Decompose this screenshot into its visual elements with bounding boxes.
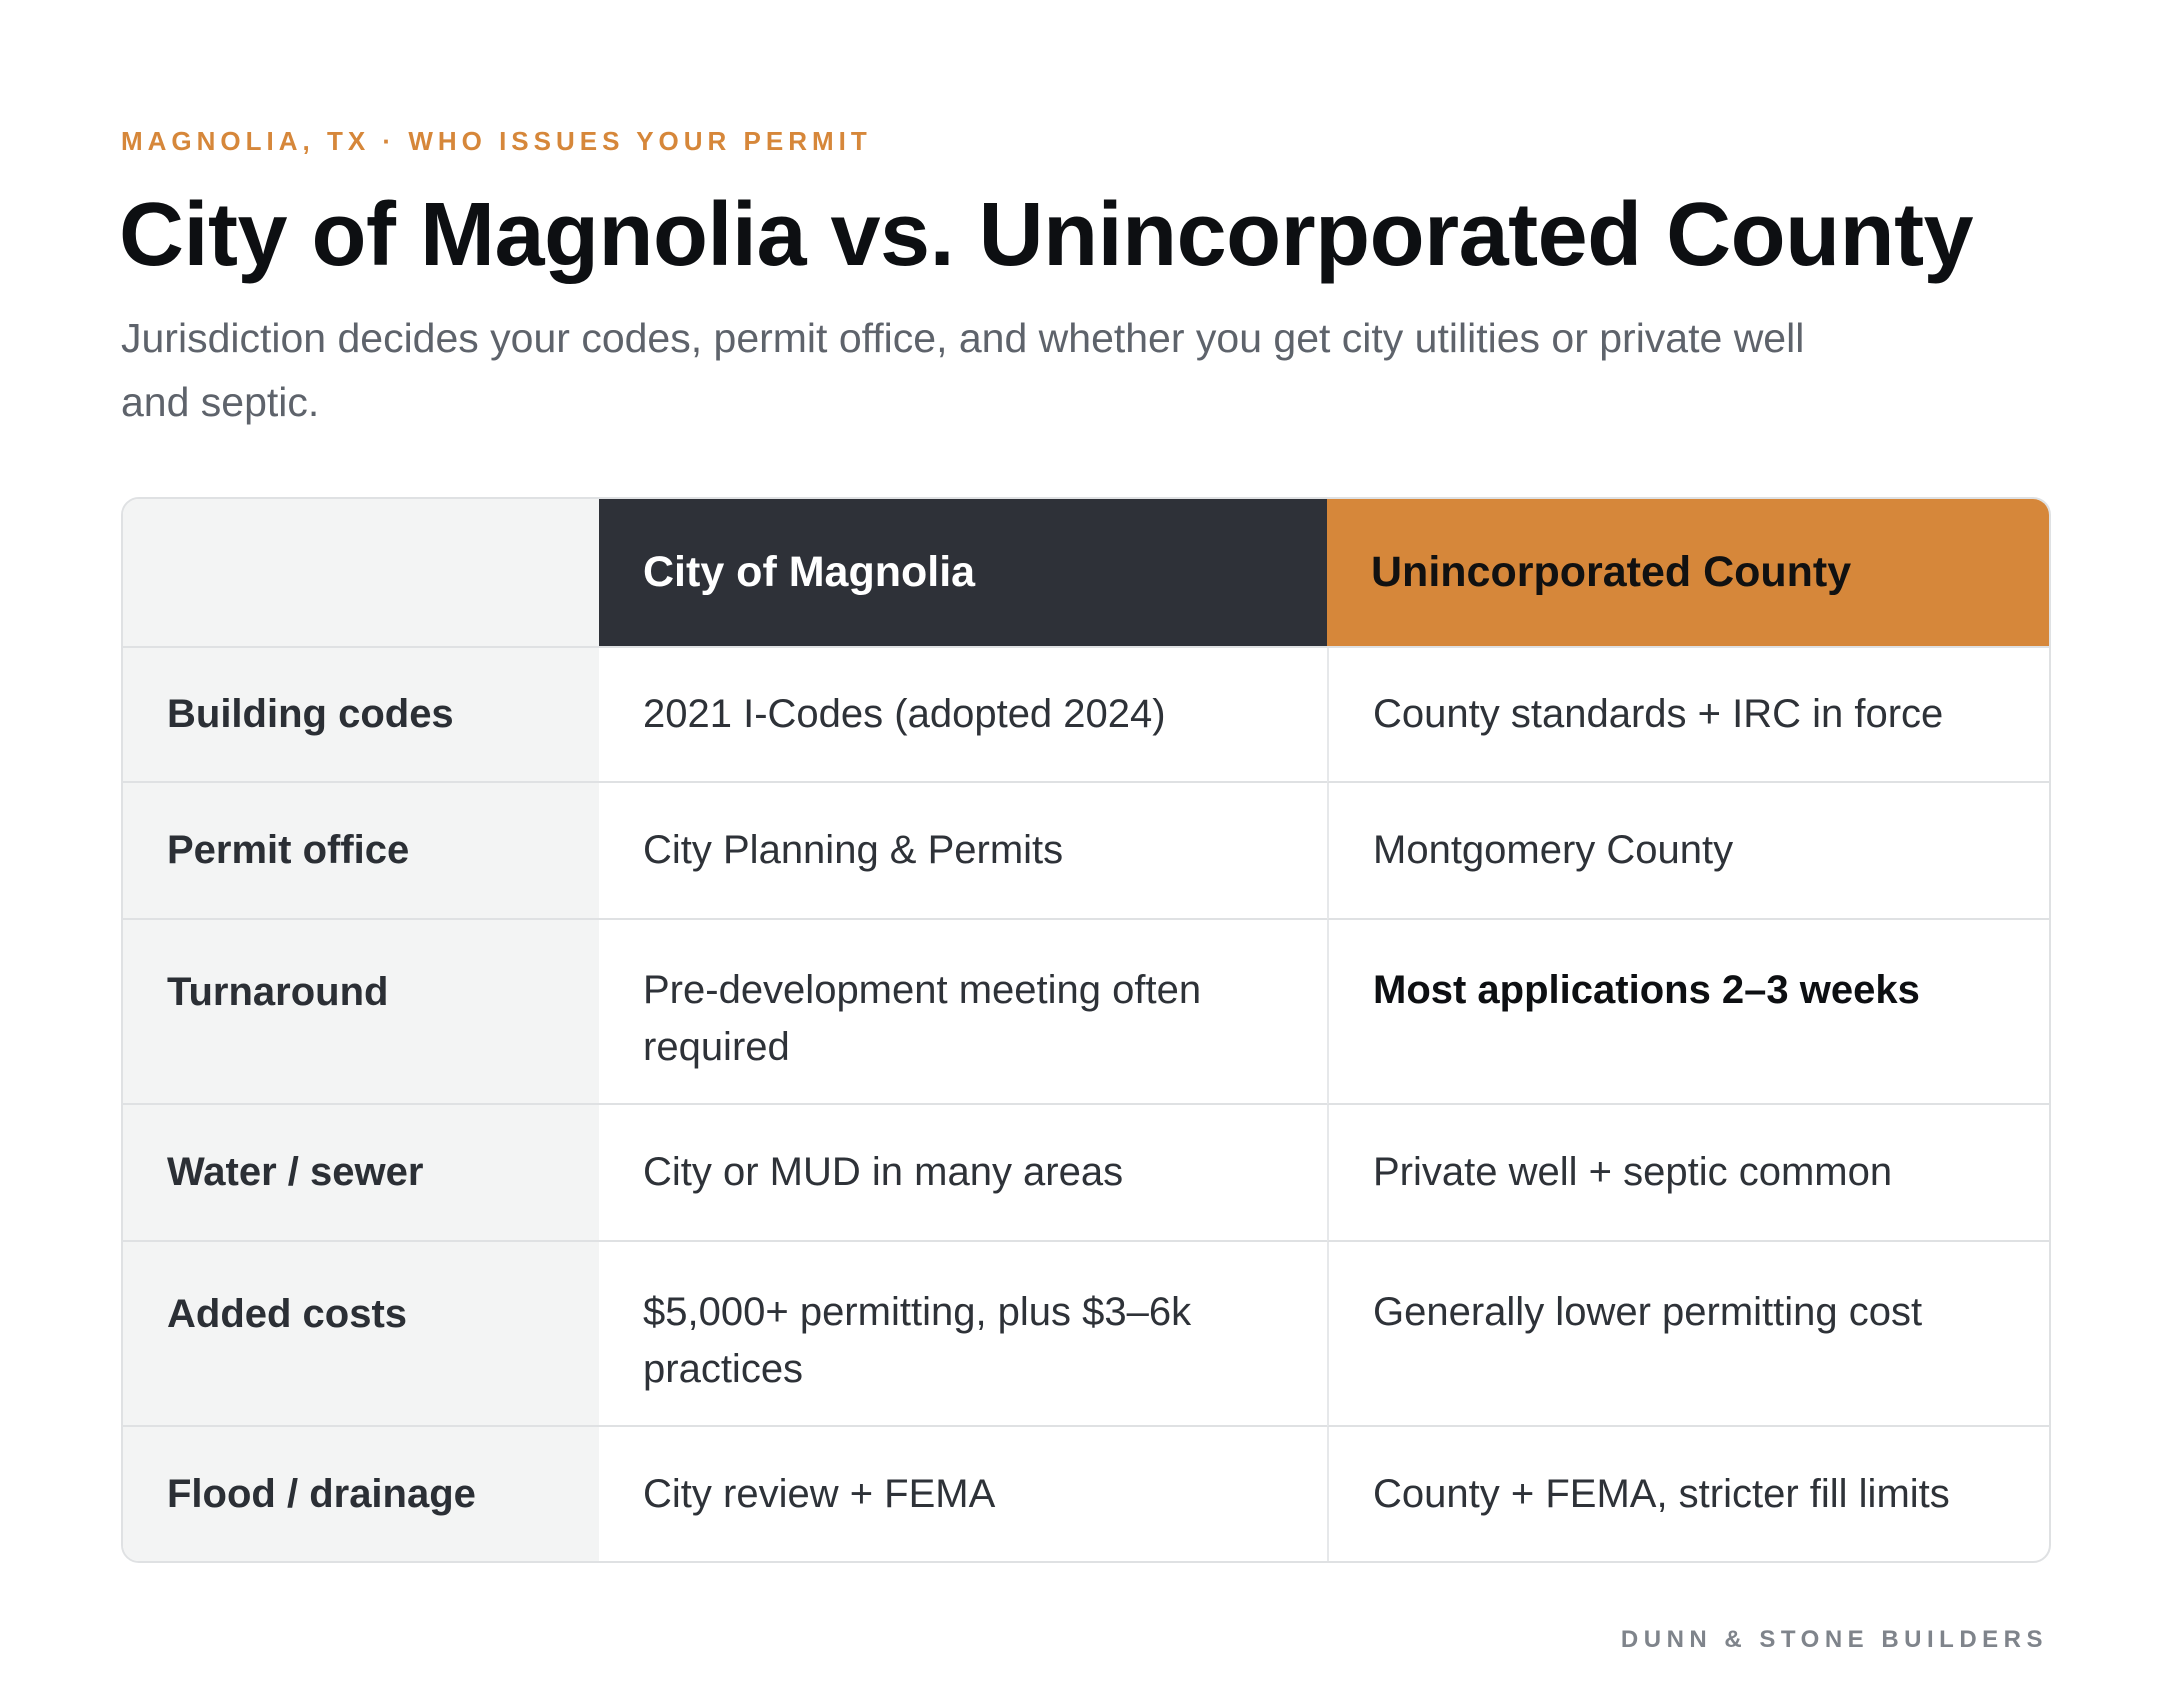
row-label-turnaround: Turnaround [123, 920, 599, 1105]
row-label-water-sewer: Water / sewer [123, 1105, 599, 1242]
page-title: City of Magnolia vs. Unincorporated Coun… [119, 185, 1974, 285]
column-header-city: City of Magnolia [599, 499, 1327, 648]
cell-city-building-codes: 2021 I-Codes (adopted 2024) [599, 648, 1327, 783]
column-header-county: Unincorporated County [1327, 499, 2049, 648]
cell-city-flood-drainage: City review + FEMA [643, 1471, 996, 1516]
comparison-table: City of Magnolia Unincorporated County B… [121, 497, 2051, 1563]
cell-county-flood-drainage: County + FEMA, stricter fill limits [1327, 1427, 2049, 1561]
cell-county-added-costs: Generally lower permitting cost [1327, 1242, 2049, 1427]
table-corner [123, 499, 599, 648]
brand-footer: DUNN & STONE BUILDERS [1620, 1626, 2048, 1653]
page-subtitle: Jurisdiction decides your codes, permit … [121, 315, 1805, 425]
cell-county-water-sewer: Private well + septic common [1327, 1105, 2049, 1242]
cell-county-turnaround: Most applications 2–3 weeks [1327, 920, 2049, 1105]
cell-county-building-codes: County standards + IRC in force [1327, 648, 2049, 783]
cell-city-water-sewer: City or MUD in many areas [599, 1105, 1327, 1242]
row-label-permit-office: Permit office [123, 783, 599, 920]
cell-city-turnaround: Pre-development meeting often required [599, 920, 1327, 1105]
cell-county-permit-office: Montgomery County [1327, 783, 2049, 920]
cell-city-permit-office: City Planning & Permits [599, 783, 1327, 920]
row-label-flood-drainage: Flood / drainage [123, 1427, 599, 1561]
cell-city-added-costs: $5,000+ permitting, plus $3–6k practices [599, 1242, 1327, 1427]
eyebrow-label: MAGNOLIA, TX · WHO ISSUES YOUR PERMIT [121, 126, 872, 156]
row-label-added-costs: Added costs [123, 1242, 599, 1427]
row-label-building-codes: Building codes [123, 648, 599, 783]
